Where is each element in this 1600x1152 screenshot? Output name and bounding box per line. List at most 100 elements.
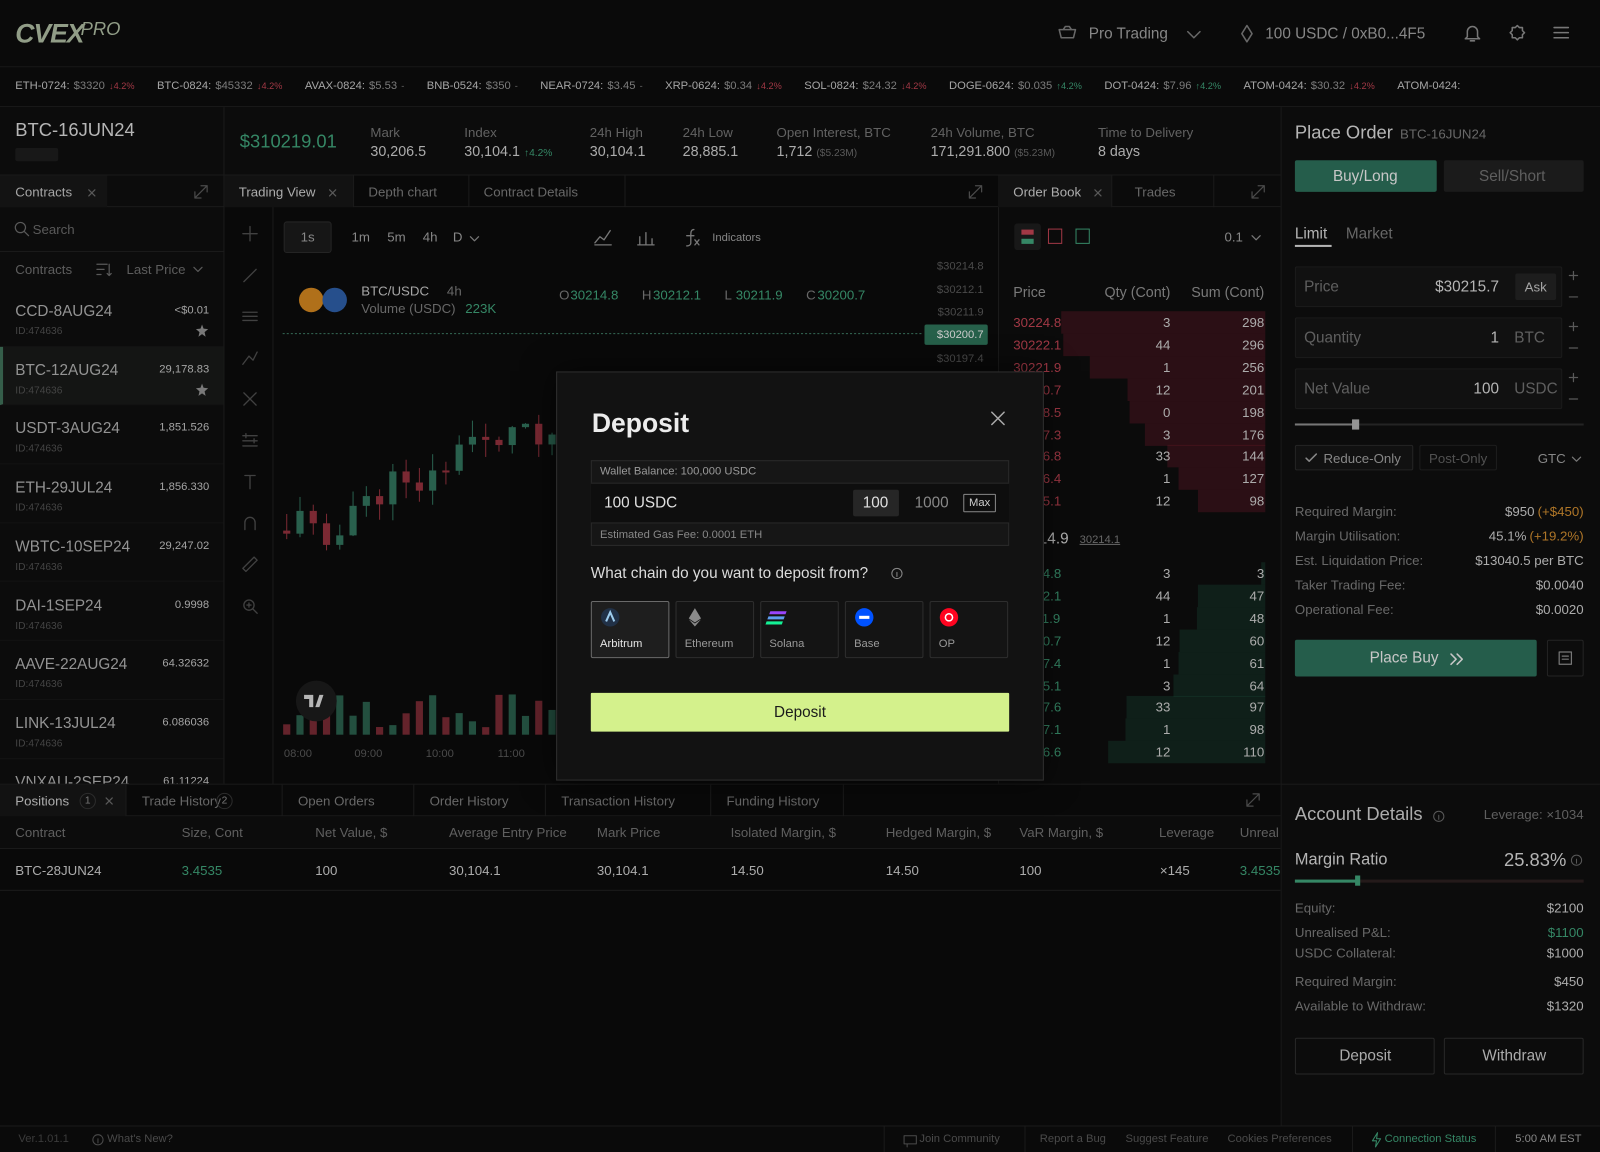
positions-tab-label[interactable]: Open Orders bbox=[297, 793, 375, 809]
whats-new[interactable]: What's New? bbox=[107, 1132, 173, 1145]
ticker-item[interactable]: NEAR-0724: $3.45- bbox=[540, 80, 642, 92]
interval[interactable]: D bbox=[452, 229, 463, 245]
contracts-tab[interactable] bbox=[0, 175, 108, 208]
ticker-item[interactable]: AVAX-0824: $5.53- bbox=[305, 80, 404, 92]
contract-row[interactable] bbox=[0, 523, 224, 583]
amount-value[interactable]: 100 USDC bbox=[604, 494, 678, 512]
contract-row[interactable] bbox=[0, 346, 224, 406]
chart-tab[interactable] bbox=[224, 175, 355, 208]
tif[interactable]: GTC bbox=[1537, 450, 1566, 466]
place-buy-label[interactable]: Place Buy bbox=[1369, 649, 1439, 667]
order-input[interactable] bbox=[1294, 317, 1563, 359]
ob-tab[interactable]: Trades bbox=[1134, 184, 1176, 200]
chain-name[interactable]: Solana bbox=[769, 637, 805, 650]
chain-card[interactable] bbox=[929, 601, 1009, 659]
ob-tab-active[interactable] bbox=[997, 175, 1113, 208]
withdraw-label[interactable]: Withdraw bbox=[1482, 1047, 1547, 1065]
reduce-only-label[interactable]: Reduce-Only bbox=[1323, 450, 1401, 466]
positions-tab[interactable] bbox=[414, 784, 546, 817]
chain-card[interactable] bbox=[760, 601, 839, 659]
positions-tab[interactable] bbox=[711, 784, 844, 817]
ticker-item[interactable]: XRP-0624: $0.34 ↓4.2% bbox=[665, 80, 782, 92]
sell-button[interactable] bbox=[1443, 160, 1584, 192]
ob-step[interactable]: 0.1 bbox=[1224, 229, 1243, 245]
ticker-item[interactable]: ETH-0724: $3320 ↓4.2% bbox=[15, 80, 134, 92]
interval[interactable]: 4h bbox=[422, 229, 438, 245]
positions-tab-label[interactable]: Funding History bbox=[726, 793, 820, 809]
contract-name[interactable]: DAI-1SEP24 bbox=[15, 596, 103, 615]
contract-name[interactable]: CCD-8AUG24 bbox=[15, 302, 113, 320]
preset-value[interactable]: 1000 bbox=[914, 494, 949, 512]
indicators[interactable]: Indicators bbox=[712, 231, 761, 244]
ticker-item[interactable]: BTC-0824: $45332 ↓4.2% bbox=[157, 80, 282, 92]
chain-name[interactable]: OP bbox=[938, 637, 955, 650]
ticker-item[interactable]: DOT-0424: $7.96 ↑4.2% bbox=[1104, 80, 1221, 92]
deposit-label[interactable]: Deposit bbox=[1339, 1047, 1392, 1065]
ask-label[interactable]: Ask bbox=[1524, 279, 1547, 295]
ob-tab[interactable]: Order Book bbox=[1013, 184, 1082, 200]
market-tab[interactable]: Market bbox=[1345, 224, 1393, 243]
contract-row[interactable] bbox=[0, 582, 224, 642]
ticker-item[interactable]: SOL-0824: $24.32 ↓4.2% bbox=[804, 80, 926, 92]
interval[interactable]: 1s bbox=[300, 229, 315, 245]
col-contracts[interactable]: Contracts bbox=[15, 261, 73, 278]
place-buy-button[interactable] bbox=[1294, 639, 1537, 677]
max-label[interactable]: Max bbox=[968, 496, 991, 510]
ob-view-both[interactable] bbox=[1014, 223, 1041, 250]
ask-chip[interactable] bbox=[1515, 273, 1557, 300]
join-community[interactable]: Join Community bbox=[919, 1132, 1000, 1145]
trades-tab[interactable] bbox=[1112, 175, 1215, 208]
max-chip[interactable] bbox=[963, 493, 996, 513]
withdraw-button[interactable] bbox=[1443, 1037, 1584, 1075]
deposit-submit-label[interactable]: Deposit bbox=[774, 703, 826, 721]
positions-tab-label[interactable]: Trade History bbox=[141, 793, 221, 809]
chain-card[interactable] bbox=[844, 601, 924, 659]
contract-name[interactable]: BTC-12AUG24 bbox=[15, 361, 119, 379]
sell-label[interactable]: Sell/Short bbox=[1479, 167, 1546, 186]
chain-name[interactable]: Arbitrum bbox=[599, 637, 643, 650]
chart-tab-label[interactable]: Depth chart bbox=[368, 184, 437, 200]
search-input[interactable]: Search bbox=[32, 221, 75, 238]
positions-tab[interactable] bbox=[0, 784, 127, 817]
contract-name[interactable]: ETH-29JUL24 bbox=[15, 479, 113, 497]
post-only[interactable] bbox=[1419, 444, 1497, 471]
ticker-item[interactable]: BNB-0524: $350- bbox=[427, 80, 518, 92]
chart-tab-label[interactable]: Contract Details bbox=[483, 184, 579, 200]
contracts-tab-label[interactable]: Contracts bbox=[15, 184, 73, 200]
order-settings-button[interactable] bbox=[1546, 639, 1584, 677]
interval[interactable]: 1m bbox=[351, 229, 370, 245]
amount-input[interactable] bbox=[590, 482, 1010, 524]
buy-label[interactable]: Buy/Long bbox=[1332, 167, 1398, 186]
deposit-button[interactable] bbox=[1294, 1037, 1435, 1075]
ticker-item[interactable]: DOGE-0624: $0.035 ↑4.2% bbox=[949, 80, 1082, 92]
contract-name[interactable]: WBTC-10SEP24 bbox=[15, 538, 131, 556]
positions-tab[interactable] bbox=[127, 784, 283, 817]
ticker-item[interactable]: ATOM-0424: $30.32 ↓4.2% bbox=[1244, 80, 1375, 92]
cookies[interactable]: Cookies Preferences bbox=[1227, 1132, 1332, 1145]
slider-thumb[interactable] bbox=[1352, 419, 1360, 430]
chain-card[interactable] bbox=[675, 601, 755, 659]
ob-view-bids[interactable] bbox=[1075, 228, 1090, 244]
positions-tab-label[interactable]: Positions bbox=[15, 793, 70, 809]
chain-card[interactable] bbox=[590, 601, 670, 659]
preset-value[interactable]: 100 bbox=[862, 494, 889, 512]
positions-tab-label[interactable]: Order History bbox=[429, 793, 509, 809]
mode-selector[interactable]: Pro Trading bbox=[1088, 24, 1168, 43]
positions-tab[interactable] bbox=[546, 784, 712, 817]
contract-row[interactable] bbox=[0, 464, 224, 524]
suggest-feature[interactable]: Suggest Feature bbox=[1125, 1132, 1209, 1145]
chart-tab[interactable] bbox=[469, 175, 626, 208]
reduce-only[interactable] bbox=[1294, 444, 1414, 471]
modal-close[interactable] bbox=[988, 408, 1008, 428]
limit-tab[interactable]: Limit bbox=[1294, 224, 1328, 243]
preset-chip[interactable] bbox=[853, 489, 899, 517]
ob-view-asks[interactable] bbox=[1047, 228, 1063, 244]
contract-row[interactable] bbox=[0, 641, 224, 700]
chain-name[interactable]: Ethereum bbox=[684, 637, 734, 650]
contract-name[interactable]: LINK-13JUL24 bbox=[15, 714, 116, 733]
contract-name[interactable]: USDT-3AUG24 bbox=[15, 420, 120, 438]
col-price[interactable]: Last Price bbox=[126, 261, 186, 278]
contract-name[interactable]: VNXAU-2SEP24 bbox=[15, 773, 130, 791]
chart-tab-label[interactable]: Trading View bbox=[238, 184, 316, 200]
positions-tab-label[interactable]: Transaction History bbox=[561, 793, 675, 809]
